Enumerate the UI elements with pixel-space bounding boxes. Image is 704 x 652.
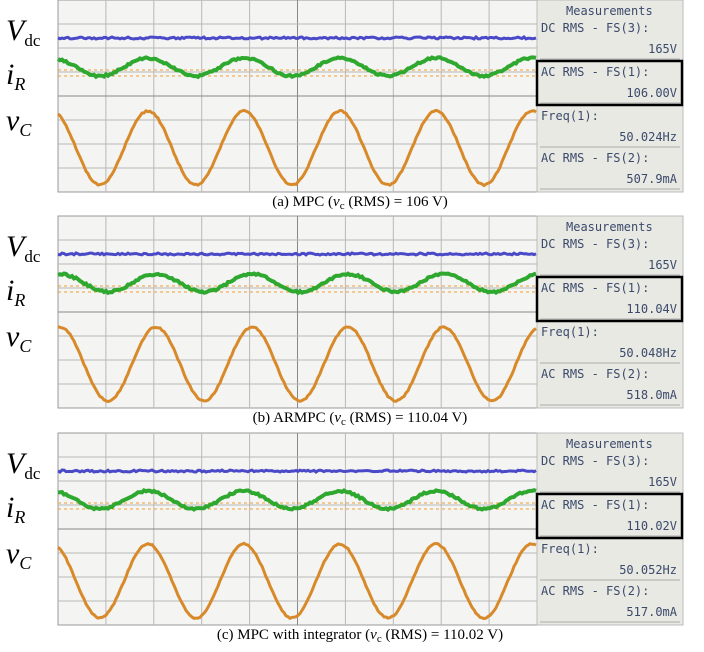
scope-panel: VdciRvCMeasurementsDC RMS - FS(3):165VAC… — [6, 0, 683, 212]
measurement-name: AC RMS - FS(2): — [541, 584, 649, 598]
signal-main: v — [6, 320, 20, 353]
measurement-name: Freq(1): — [541, 542, 599, 556]
measurement-value: 106.00V — [626, 86, 677, 100]
measurement-name: AC RMS - FS(2): — [541, 367, 649, 381]
signal-sub: dc — [24, 247, 41, 266]
measurement-header: Measurements — [566, 220, 653, 234]
measurement-value: 507.9mA — [626, 172, 677, 186]
caption: (a) MPC (vc (RMS) = 106 V) — [272, 194, 448, 212]
signal-main: i — [6, 274, 14, 307]
signal-label: vC — [6, 104, 32, 140]
signal-label: iR — [6, 274, 25, 310]
measurement-value: 518.0mA — [626, 388, 677, 402]
signal-sub: C — [19, 336, 32, 356]
measurement-name: AC RMS - FS(1): — [541, 65, 649, 79]
caption-suffix: (RMS) = 110.02 V) — [382, 627, 503, 643]
measurement-value: 110.02V — [626, 519, 677, 533]
measurement-name: AC RMS - FS(1): — [541, 498, 649, 512]
signal-label: iR — [6, 491, 25, 527]
signal-main: v — [6, 537, 20, 570]
measurement-value: 110.04V — [626, 302, 677, 316]
measurement-value: 517.0mA — [626, 605, 677, 619]
measurement-name: DC RMS - FS(3): — [541, 21, 649, 35]
figure: VdciRvCMeasurementsDC RMS - FS(3):165VAC… — [0, 0, 704, 652]
vdc-trace — [58, 253, 536, 255]
signal-sub: R — [13, 74, 25, 94]
signal-label: vC — [6, 320, 32, 356]
caption-prefix: (a) MPC ( — [272, 194, 333, 210]
measurement-name: Freq(1): — [541, 325, 599, 339]
measurement-header: Measurements — [566, 4, 653, 18]
signal-main: i — [6, 58, 14, 91]
signal-sub: R — [13, 507, 25, 527]
measurement-name: AC RMS - FS(2): — [541, 151, 649, 165]
vdc-trace — [58, 37, 536, 39]
caption-suffix: (RMS) = 106 V) — [345, 194, 448, 210]
signal-label: vC — [6, 537, 32, 573]
measurement-name: DC RMS - FS(3): — [541, 454, 649, 468]
measurement-value: 165V — [648, 42, 677, 56]
measurement-value: 50.052Hz — [619, 563, 677, 577]
signal-label: Vdc — [6, 230, 41, 266]
measurement-name: AC RMS - FS(1): — [541, 281, 649, 295]
signal-sub: dc — [24, 31, 41, 50]
signal-main: i — [6, 491, 14, 524]
measurement-value: 50.048Hz — [619, 346, 677, 360]
signal-label: iR — [6, 58, 25, 94]
caption-prefix: (b) ARMPC ( — [253, 410, 335, 426]
signal-sub: R — [13, 290, 25, 310]
signal-sub: C — [19, 120, 32, 140]
measurement-header: Measurements — [566, 437, 653, 451]
signal-main: v — [6, 104, 20, 137]
measurement-name: Freq(1): — [541, 109, 599, 123]
signal-label: Vdc — [6, 447, 41, 483]
caption-prefix: (c) MPC with integrator ( — [217, 627, 370, 643]
scope-panel: VdciRvCMeasurementsDC RMS - FS(3):165VAC… — [6, 216, 683, 428]
measurement-value: 165V — [648, 475, 677, 489]
caption: (b) ARMPC (vc (RMS) = 110.04 V) — [253, 410, 468, 428]
signal-sub: C — [19, 553, 32, 573]
measurement-value: 165V — [648, 258, 677, 272]
scope-panel: VdciRvCMeasurementsDC RMS - FS(3):165VAC… — [6, 433, 683, 645]
signal-label: Vdc — [6, 14, 41, 50]
measurement-value: 50.024Hz — [619, 130, 677, 144]
measurement-name: DC RMS - FS(3): — [541, 237, 649, 251]
signal-sub: dc — [24, 464, 41, 483]
caption-suffix: (RMS) = 110.04 V) — [346, 410, 467, 426]
caption: (c) MPC with integrator (vc (RMS) = 110.… — [217, 627, 503, 645]
page: {"panels": [ {"labels": [{"main": "V", "… — [0, 0, 704, 652]
